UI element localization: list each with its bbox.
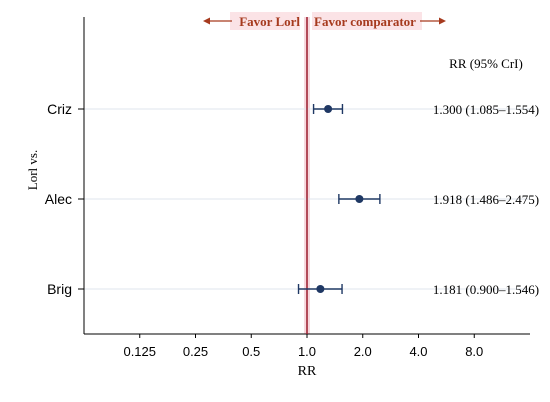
x-tick-label: 0.125 [123, 344, 156, 359]
favor-right-label: Favor comparator [314, 14, 416, 29]
ci-value-text: 1.300 (1.085–1.554) [433, 102, 539, 117]
favor-left-bg [230, 12, 300, 30]
x-axis-label: RR [298, 364, 317, 379]
y-axis-label: Lorl vs. [25, 150, 40, 190]
x-tick-label: 1.0 [298, 344, 316, 359]
favor-right-arrowhead [439, 17, 446, 25]
x-tick-label: 2.0 [354, 344, 372, 359]
favor-right-bg [312, 12, 422, 30]
x-tick-label: 8.0 [465, 344, 483, 359]
study-label: Alec [45, 191, 72, 207]
favor-left-label: Favor Lorl [239, 14, 300, 29]
point-estimate [324, 105, 333, 113]
study-label: Criz [47, 101, 72, 117]
x-tick-label: 4.0 [409, 344, 427, 359]
study-label: Brig [47, 281, 72, 297]
point-estimate [316, 285, 325, 293]
favor-left-arrowhead [203, 17, 210, 25]
ci-value-text: 1.181 (0.900–1.546) [433, 282, 539, 297]
ci-column-header: RR (95% CrI) [449, 56, 523, 71]
x-tick-label: 0.25 [183, 344, 208, 359]
ci-value-text: 1.918 (1.486–2.475) [433, 192, 539, 207]
x-tick-label: 0.5 [242, 344, 260, 359]
point-estimate [355, 195, 364, 203]
